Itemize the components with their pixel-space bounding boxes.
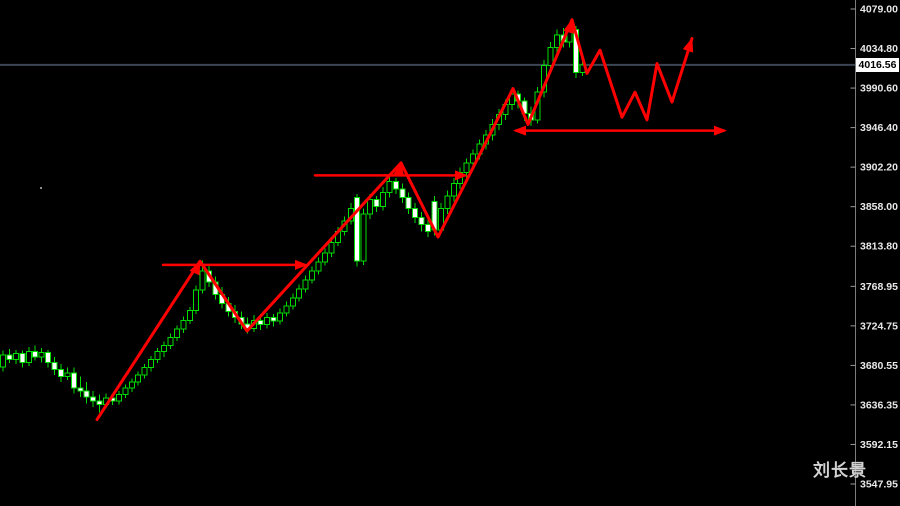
candle-body	[83, 390, 90, 398]
candle-body	[296, 288, 303, 299]
candle-body	[399, 188, 406, 199]
axis-label: 3902.20	[860, 162, 898, 174]
candles	[0, 22, 586, 413]
candle-body	[412, 207, 419, 218]
axis-label: 3724.75	[860, 320, 898, 332]
axis-label: 3547.95	[860, 479, 898, 491]
axis-label: 3680.55	[860, 360, 898, 372]
candle-body	[90, 396, 97, 402]
candle-body	[186, 309, 193, 321]
axis-label: 3858.00	[860, 201, 898, 213]
candle-body	[270, 317, 277, 322]
axis-label: 4079.00	[860, 4, 898, 16]
candle-body	[302, 279, 309, 290]
candle-body	[444, 195, 451, 209]
candle-body	[173, 328, 180, 338]
candle-body	[289, 297, 296, 307]
watermark: 刘长景	[813, 461, 867, 480]
current-price-value: 4016.56	[858, 58, 897, 71]
candle-body	[0, 354, 6, 368]
candle-body	[128, 381, 135, 389]
arrowhead-left-icon	[513, 125, 526, 136]
candle-body	[154, 351, 161, 361]
candle-body	[122, 387, 129, 396]
axis-label: 3592.15	[860, 439, 898, 451]
candle-body	[367, 199, 374, 215]
candle-body	[257, 319, 264, 326]
candle-body	[64, 372, 71, 378]
axis-label: 4034.80	[860, 43, 898, 55]
candle-body	[354, 197, 361, 262]
candle-body	[264, 317, 271, 326]
candle-body	[57, 368, 64, 378]
candle-body	[32, 351, 39, 358]
arrowhead-right-icon	[714, 125, 727, 136]
arrowhead-right-icon	[455, 170, 468, 181]
candle-body	[463, 162, 470, 174]
axis-label: 3636.35	[860, 399, 898, 411]
candle-body	[38, 351, 45, 358]
red-annotations[interactable]	[95, 17, 727, 422]
candle-body	[450, 182, 457, 197]
candle-body	[547, 46, 554, 66]
candle-body	[135, 374, 142, 383]
candle-body	[373, 199, 380, 208]
candle-body	[167, 336, 174, 346]
candle-body	[379, 191, 386, 208]
candle-body	[25, 351, 32, 363]
trend-arrowhead-icon	[393, 161, 405, 177]
candle-body	[309, 270, 316, 281]
candle-body	[315, 261, 322, 272]
candle-body	[470, 153, 477, 164]
candle-body	[553, 34, 560, 48]
candle-body	[12, 352, 19, 361]
candle-body	[322, 252, 328, 263]
axis-label: 3813.80	[860, 241, 898, 253]
candle-body	[199, 270, 206, 291]
candle-body	[283, 305, 290, 314]
candle-body	[405, 197, 412, 209]
current-price-box: 4016.56	[856, 57, 899, 72]
candle-body	[6, 354, 13, 361]
candle-body	[276, 312, 283, 322]
axis-label: 3990.60	[860, 83, 898, 95]
candle-body	[141, 367, 148, 376]
candle-body	[360, 213, 367, 262]
trend-arrowhead-icon	[563, 18, 574, 34]
candle-body	[45, 351, 52, 363]
candle-body	[77, 387, 84, 392]
candle-body	[19, 352, 26, 363]
candle-body	[115, 394, 122, 402]
stray-pixel-dot	[40, 187, 42, 189]
candle-body	[392, 181, 399, 190]
candle-body	[51, 361, 58, 370]
candle-body	[425, 224, 432, 233]
arrowhead-right-icon	[295, 259, 308, 270]
trend-zigzag-line[interactable]	[95, 18, 694, 422]
candle-body	[70, 372, 77, 389]
axis-label: 3768.95	[860, 281, 898, 293]
candle-body	[96, 400, 103, 405]
candle-body	[193, 289, 200, 311]
candle-body	[386, 181, 393, 193]
candle-body	[328, 241, 335, 254]
candle-body	[148, 359, 155, 369]
candle-body	[161, 344, 167, 353]
candle-body	[180, 319, 187, 330]
trend-arrowhead-icon	[682, 37, 694, 53]
candle-body	[418, 216, 425, 226]
axis-label: 3946.40	[860, 122, 898, 134]
